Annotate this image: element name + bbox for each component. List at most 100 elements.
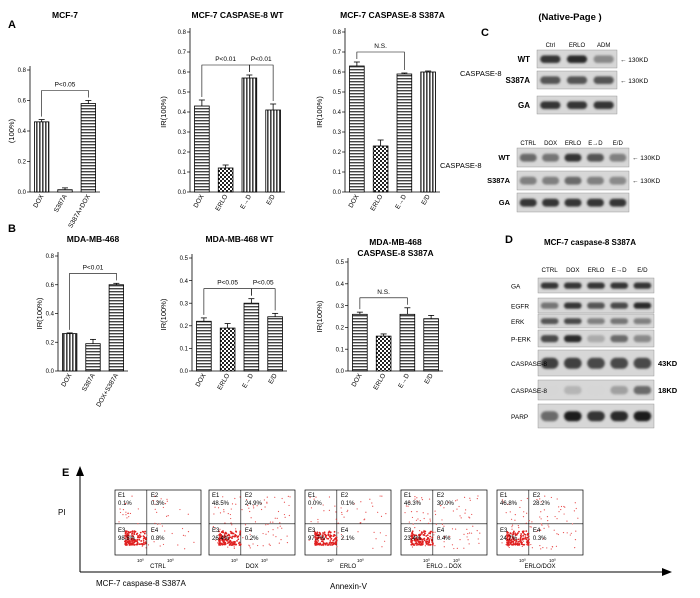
event-dot xyxy=(126,517,128,519)
event-dot xyxy=(525,530,528,533)
event-dot xyxy=(343,516,345,518)
lane-label: DOX xyxy=(566,267,579,274)
event-dot xyxy=(283,501,286,503)
event-dot xyxy=(507,503,509,506)
blot-band xyxy=(610,386,629,395)
quadrant-name: E3 xyxy=(500,528,508,534)
event-dot xyxy=(166,500,168,502)
event-dot xyxy=(276,517,278,519)
event-dot xyxy=(138,538,141,541)
event-dot xyxy=(520,499,522,502)
event-dot xyxy=(144,542,147,545)
significance-label: P<0.01 xyxy=(251,56,272,63)
event-dot xyxy=(429,531,432,533)
event-dot xyxy=(143,532,146,535)
event-dot xyxy=(231,524,233,526)
event-dot xyxy=(360,501,362,503)
event-dot xyxy=(427,543,430,546)
plot-name: CTRL xyxy=(150,564,166,570)
event-dot xyxy=(231,537,233,540)
event-dot xyxy=(574,502,576,504)
event-dot xyxy=(434,510,436,512)
event-dot xyxy=(513,543,516,546)
event-dot xyxy=(326,542,328,545)
event-dot xyxy=(411,546,414,548)
bar xyxy=(217,167,234,193)
event-dot xyxy=(468,516,470,518)
event-dot xyxy=(415,538,418,541)
event-dot xyxy=(122,514,124,516)
significance-label: N.S. xyxy=(374,43,387,50)
event-dot xyxy=(229,540,232,543)
event-dot xyxy=(507,533,510,536)
event-dot xyxy=(411,516,414,519)
event-dot xyxy=(420,537,422,540)
event-dot xyxy=(126,538,129,541)
event-dot xyxy=(154,495,156,497)
event-dot xyxy=(451,528,454,530)
event-dot xyxy=(527,541,530,544)
event-dot xyxy=(411,532,413,535)
event-dot xyxy=(333,538,336,540)
blot-band xyxy=(564,198,582,207)
event-dot xyxy=(128,516,130,518)
event-dot xyxy=(435,523,437,526)
event-dot xyxy=(269,544,271,546)
event-dot xyxy=(429,537,431,540)
event-dot xyxy=(468,543,470,545)
quadrant-name: E4 xyxy=(341,528,349,534)
event-dot xyxy=(328,543,330,545)
category-label: DOX xyxy=(192,193,205,209)
event-dot xyxy=(372,547,374,549)
quadrant-value: 24.9% xyxy=(245,501,263,507)
event-dot xyxy=(223,534,226,536)
event-dot xyxy=(428,532,430,535)
event-dot xyxy=(458,505,460,508)
event-dot xyxy=(330,544,332,546)
event-dot xyxy=(272,521,274,523)
event-dot xyxy=(266,501,268,503)
event-dot xyxy=(317,521,319,523)
event-dot xyxy=(152,530,154,533)
quadrant-value: 30.0% xyxy=(437,501,455,507)
quadrant-name: E3 xyxy=(308,528,316,534)
event-dot xyxy=(335,518,337,520)
event-dot xyxy=(506,543,509,546)
event-dot xyxy=(328,496,331,498)
event-dot xyxy=(237,538,240,541)
event-dot xyxy=(277,510,280,513)
event-dot xyxy=(522,540,525,542)
event-dot xyxy=(323,531,326,534)
event-dot xyxy=(232,541,234,543)
event-dot xyxy=(143,543,145,546)
event-dot xyxy=(310,520,312,523)
y-tick-label: 0.6 xyxy=(178,70,187,76)
event-dot xyxy=(431,543,434,546)
event-dot xyxy=(415,544,418,546)
event-dot xyxy=(289,496,291,498)
event-dot xyxy=(520,542,523,545)
event-dot xyxy=(420,532,422,535)
chart-title: MCF-7 xyxy=(52,10,78,20)
blot-band xyxy=(563,302,582,309)
event-dot xyxy=(407,505,409,507)
quadrant-value: 0.3% xyxy=(151,501,165,507)
event-dot xyxy=(224,522,226,524)
event-dot xyxy=(342,537,344,539)
event-dot xyxy=(124,542,127,545)
event-dot xyxy=(426,536,429,539)
event-dot xyxy=(520,535,523,538)
event-dot xyxy=(505,512,507,514)
event-dot xyxy=(129,543,132,546)
event-dot xyxy=(179,508,181,511)
event-dot xyxy=(539,528,541,531)
event-dot xyxy=(219,542,222,545)
quadrant-value: 26.4% xyxy=(212,536,230,542)
event-dot xyxy=(142,540,145,542)
event-dot xyxy=(563,513,565,515)
y-axis-label: IR(100%) xyxy=(35,297,44,329)
event-dot xyxy=(472,525,474,527)
event-dot xyxy=(234,535,236,538)
